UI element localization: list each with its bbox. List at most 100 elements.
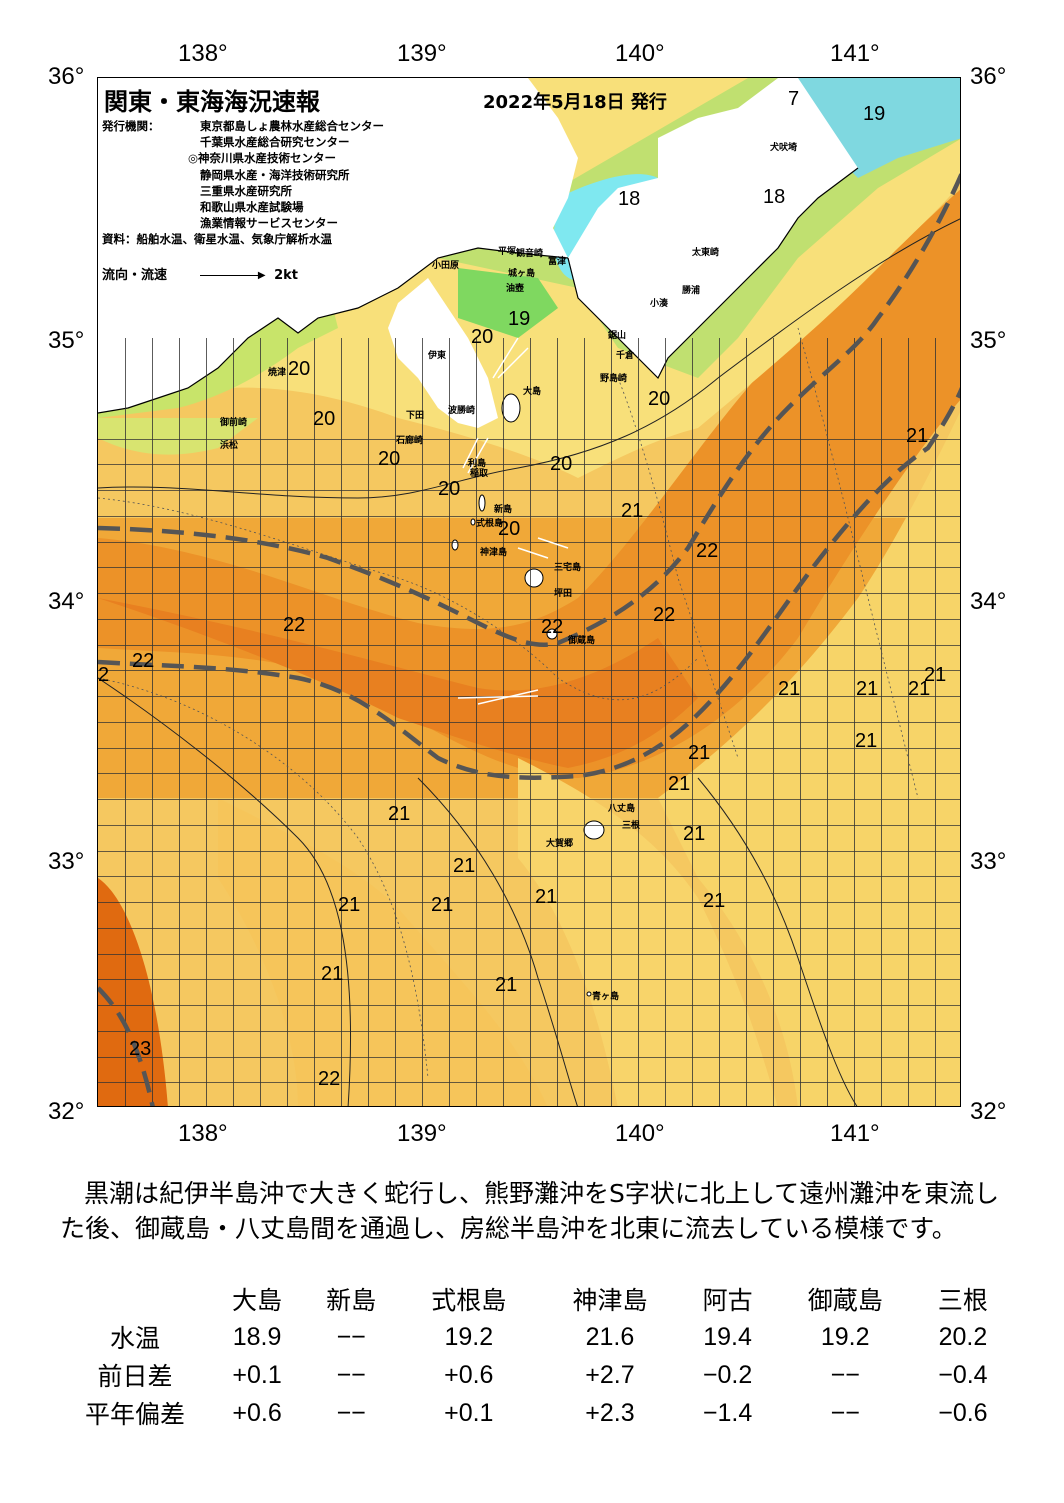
- temperature-label: 21: [321, 963, 344, 985]
- place-name: 浜松: [220, 441, 239, 451]
- lon-tick-139-bottom: 139°: [397, 1120, 447, 1147]
- place-name: 野島崎: [600, 374, 628, 384]
- place-name: 御蔵島: [568, 636, 596, 646]
- place-name: 大賀郷: [546, 839, 574, 849]
- west-coast-yellow-green: [98, 418, 258, 455]
- lat-tick-32-right: 32°: [970, 1098, 1007, 1125]
- issuer-item: 千葉県水産総合研究センター: [200, 135, 350, 150]
- temperature-label: 20: [378, 448, 401, 470]
- kuroshio-core-region: [98, 189, 960, 778]
- issuer-list: 発行機関： 東京都島しょ農林水産総合センター 千葉県水産総合研究センター ◎神奈川…: [102, 118, 384, 248]
- column-header: 阿古: [702, 1287, 753, 1315]
- mikurajima-island: [546, 628, 558, 640]
- legend-label: 流向・流速: [102, 268, 168, 283]
- place-name: 式根島: [476, 519, 504, 529]
- deep-orange-patch: [98, 598, 698, 768]
- temperature-label: 21: [908, 678, 931, 700]
- issuer-row: 発行機関： 東京都島しょ農林水産総合センター: [102, 118, 384, 134]
- lat-tick-35-right: 35°: [970, 327, 1007, 354]
- temperature-label: 19: [863, 103, 886, 125]
- table-cell: +0.1: [232, 1360, 282, 1389]
- place-name: 千倉: [616, 351, 635, 361]
- table-cell: −0.4: [938, 1360, 988, 1389]
- lon-tick-138-bottom: 138°: [178, 1120, 228, 1147]
- table-cell: 19.2: [444, 1322, 494, 1351]
- kuroshio-axis-lines: [98, 172, 960, 1106]
- temperature-label: 20: [648, 388, 671, 410]
- lat-tick-36-right: 36°: [970, 63, 1007, 90]
- place-name: 太東崎: [692, 248, 720, 258]
- temperature-label: 19: [508, 308, 531, 330]
- hachijojima-island: [583, 820, 605, 840]
- south-central-yellow: [518, 758, 778, 1106]
- temperature-label: 21: [778, 678, 801, 700]
- offshore-cold-blue: [778, 78, 960, 178]
- table-cell: −−: [336, 1322, 366, 1351]
- sea-temperature-map: 関東・東海海況速報 2022年5月18日 発行 発行機関： 東京都島しょ農林水産総…: [97, 77, 961, 1107]
- lat-tick-32-left: 32°: [48, 1098, 85, 1125]
- place-name: 下田: [406, 411, 425, 421]
- row-label: 水温: [109, 1325, 160, 1353]
- temperature-label: 21: [535, 886, 558, 908]
- column-header: 式根島: [431, 1287, 507, 1315]
- table-cell: 19.4: [703, 1322, 752, 1351]
- temperature-label: 22: [283, 614, 306, 636]
- issuer-item: 静岡県水産・海洋技術研究所: [200, 167, 350, 182]
- table-cell: −0.2: [702, 1360, 753, 1389]
- place-name: 小湊: [650, 299, 669, 309]
- lat-tick-34-right: 34°: [970, 588, 1007, 615]
- land-honshu-west: [98, 78, 578, 413]
- temperature-label: 23: [129, 1038, 152, 1060]
- place-name: 八丈島: [608, 804, 636, 814]
- table-cell: −−: [336, 1360, 366, 1389]
- table-cell: +0.6: [444, 1360, 494, 1389]
- place-name: 勝浦: [682, 286, 701, 296]
- table-cell: −1.4: [702, 1398, 753, 1427]
- temperature-label: 20: [313, 408, 336, 430]
- depth-contours: [98, 327, 919, 1079]
- place-name: 石廊崎: [396, 436, 424, 446]
- coastline-honshu: [98, 247, 569, 414]
- place-name: 利島: [468, 459, 487, 469]
- sagami-deeper-green: [458, 268, 558, 338]
- izu-oshima-island: [501, 393, 521, 423]
- table-cell: +2.7: [585, 1360, 635, 1389]
- place-name: 伊東: [428, 351, 447, 361]
- temperature-label: 21: [703, 890, 726, 912]
- issuer-item: 三重県水産研究所: [200, 183, 292, 198]
- place-name: 三宅島: [554, 563, 582, 573]
- table-cell: 20.2: [938, 1322, 988, 1351]
- temperature-label: 22: [318, 1068, 341, 1090]
- place-name: 平塚: [498, 247, 517, 257]
- lon-tick-141-bottom: 141°: [830, 1120, 880, 1147]
- land-boso-peninsula: [568, 78, 858, 378]
- temperature-label: 21: [668, 773, 691, 795]
- table-cell: −−: [830, 1398, 860, 1427]
- temperature-label: 20: [498, 518, 521, 540]
- issue-date: 2022年5月18日 発行: [483, 92, 667, 113]
- place-name: 新島: [494, 505, 513, 515]
- lat-tick-33-left: 33°: [48, 848, 85, 875]
- place-name: 富津: [548, 257, 567, 267]
- place-name: 神津島: [480, 548, 508, 558]
- place-name: 鋸山: [608, 331, 627, 341]
- lat-tick-34-left: 34°: [48, 588, 85, 615]
- map-title: 関東・東海海況速報: [104, 88, 320, 116]
- place-name: 観音崎: [516, 249, 544, 259]
- lon-tick-140-top: 140°: [615, 40, 665, 67]
- current-legend: 流向・流速 ▶ 2kt: [102, 264, 298, 283]
- place-name: 波勝崎: [448, 406, 476, 416]
- lat-tick-33-right: 33°: [970, 848, 1007, 875]
- lat-tick-35-left: 35°: [48, 327, 85, 354]
- lon-tick-141-top: 141°: [830, 40, 880, 67]
- place-name: 坪田: [554, 589, 573, 599]
- south-yellow-tongue: [218, 798, 548, 1106]
- temperature-label: 22: [696, 540, 719, 562]
- issuer-row: 和歌山県水産試験場: [102, 199, 384, 215]
- table-row: 前日差 +0.1 −− +0.6 +2.7 −0.2 −− −0.4: [60, 1356, 1010, 1394]
- place-name: 稲取: [470, 469, 489, 479]
- place-name: 青ヶ島: [592, 992, 620, 1002]
- temperature-label: 22: [541, 616, 564, 638]
- temperature-label: 18: [763, 186, 786, 208]
- map-canvas: [98, 78, 960, 1106]
